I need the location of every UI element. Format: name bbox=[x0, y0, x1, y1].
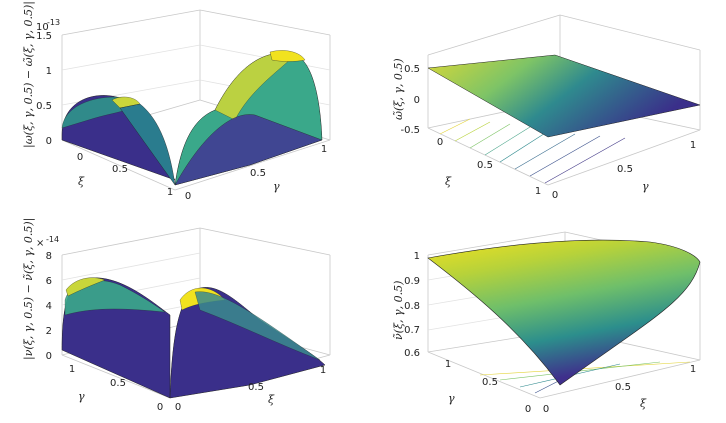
panel-4-z-ticks: 1 0.9 0.8 0.7 0.6 bbox=[404, 251, 420, 359]
z-tick-label: 1 bbox=[414, 251, 420, 262]
panel-1-z-ticks: 0 0.5 1 1.5 bbox=[36, 31, 52, 147]
panel-3: 0 2 4 6 8 1 0.5 0 0 0.5 1 γ ξ |ν(ξ, γ, 0… bbox=[22, 218, 331, 413]
panel-3-z-ticks: 0 2 4 6 8 bbox=[46, 251, 52, 362]
gamma-axis-label: γ bbox=[642, 180, 649, 193]
xi-axis-label: ξ bbox=[268, 393, 275, 406]
panel-2-xi-ticks: 0 0.5 1 bbox=[437, 137, 541, 197]
z-scale-base: × bbox=[36, 238, 44, 249]
z-axis-label: |ν(ξ, γ, 0.5) − ν̃(ξ, γ, 0.5)| bbox=[22, 218, 36, 360]
z-scale-exponent: -13 bbox=[47, 18, 60, 27]
z-scale-exponent: -14 bbox=[46, 235, 59, 244]
z-tick-label: 0.7 bbox=[404, 325, 420, 336]
y-tick-label: 1 bbox=[321, 144, 327, 155]
panel-2-z-ticks: 0.5 0 -0.5 bbox=[400, 64, 420, 136]
x-tick-label: 1 bbox=[690, 364, 696, 375]
x-tick-label: 0.5 bbox=[112, 164, 128, 175]
z-tick-label: 1.5 bbox=[36, 31, 52, 42]
x-axis-label: ξ bbox=[78, 175, 85, 188]
x-tick-label: 0 bbox=[77, 152, 83, 163]
x-tick-label: 0 bbox=[543, 404, 549, 415]
xi-axis-label: ξ bbox=[445, 175, 452, 188]
xi-axis-label: ξ bbox=[640, 397, 647, 410]
panel-2-gamma-ticks: 0 0.5 1 bbox=[552, 140, 696, 201]
panel-4: 1 0.9 0.8 0.7 0.6 1 0.5 0 0 0.5 1 γ ξ ν̃… bbox=[392, 231, 701, 415]
z-tick-label: 0.5 bbox=[404, 64, 420, 75]
panel-3-surface bbox=[61, 277, 326, 399]
z-tick-label: 1 bbox=[46, 66, 52, 77]
x-tick-label: 0.5 bbox=[615, 382, 631, 393]
z-tick-label: 8 bbox=[46, 251, 52, 262]
panel-4-surface bbox=[427, 239, 701, 386]
panel-1-surface bbox=[61, 50, 323, 186]
z-scale-base: 10 bbox=[36, 22, 49, 33]
z-tick-label: 0 bbox=[46, 351, 52, 362]
y-tick-label: 0 bbox=[437, 137, 443, 148]
y-tick-label: 0.5 bbox=[250, 168, 266, 179]
x-tick-label: 0.5 bbox=[248, 382, 264, 393]
z-axis-label: ω̃(ξ, γ, 0.5) bbox=[392, 58, 405, 120]
y-tick-label: 0.5 bbox=[110, 378, 126, 389]
panel-3-gamma-ticks: 1 0.5 0 bbox=[69, 364, 163, 413]
x-tick-label: 0 bbox=[175, 402, 181, 413]
x-tick-label: 1 bbox=[690, 140, 696, 151]
panel-1: 0 0.5 1 1.5 0 0.5 1 0 0.5 1 ξ γ |ω(ξ, γ,… bbox=[22, 1, 331, 202]
y-tick-label: 1 bbox=[445, 359, 451, 370]
panel-2-contour-lines bbox=[439, 118, 626, 184]
panel-1-gamma-ticks: 0 0.5 1 bbox=[185, 144, 327, 202]
y-tick-label: 0 bbox=[157, 402, 163, 413]
z-tick-label: 0.5 bbox=[36, 101, 52, 112]
x-tick-label: 1 bbox=[320, 365, 326, 376]
y-tick-label: 1 bbox=[535, 186, 541, 197]
z-axis-label: |ω(ξ, γ, 0.5) − ω̃(ξ, γ, 0.5)| bbox=[22, 1, 36, 148]
x-tick-label: 0.5 bbox=[617, 164, 633, 175]
panel-3-xi-ticks: 0 0.5 1 bbox=[175, 365, 326, 413]
z-axis-label: ν̃(ξ, γ, 0.5) bbox=[392, 281, 405, 340]
z-tick-label: 4 bbox=[46, 301, 52, 312]
panel-4-xi-ticks: 0 0.5 1 bbox=[543, 364, 696, 415]
y-tick-label: 1 bbox=[69, 364, 75, 375]
gamma-axis-label: γ bbox=[78, 390, 85, 403]
panel-2: 0.5 0 -0.5 0 0.5 1 0 0.5 1 ξ γ ω̃(ξ, γ, … bbox=[392, 14, 701, 201]
panel-2-surface bbox=[427, 54, 701, 138]
gamma-axis-label: γ bbox=[448, 392, 455, 405]
z-tick-label: -0.5 bbox=[400, 125, 420, 136]
x-tick-label: 1 bbox=[167, 187, 173, 198]
panel-4-gamma-ticks: 1 0.5 0 bbox=[445, 359, 531, 415]
z-tick-label: 0 bbox=[414, 95, 420, 106]
z-tick-label: 0.6 bbox=[404, 348, 420, 359]
y-tick-label: 0 bbox=[185, 191, 191, 202]
x-tick-label: 0 bbox=[552, 190, 558, 201]
z-tick-label: 2 bbox=[46, 326, 52, 337]
y-tick-label: 0.5 bbox=[482, 377, 498, 388]
panel-1-xi-ticks: 0 0.5 1 bbox=[77, 152, 173, 198]
y-tick-label: 0 bbox=[525, 404, 531, 415]
z-tick-label: 0.9 bbox=[404, 276, 420, 287]
y-tick-label: 0.5 bbox=[477, 160, 493, 171]
z-tick-label: 0 bbox=[46, 136, 52, 147]
z-tick-label: 0.8 bbox=[404, 301, 420, 312]
y-axis-label: γ bbox=[273, 180, 280, 193]
z-tick-label: 6 bbox=[46, 276, 52, 287]
